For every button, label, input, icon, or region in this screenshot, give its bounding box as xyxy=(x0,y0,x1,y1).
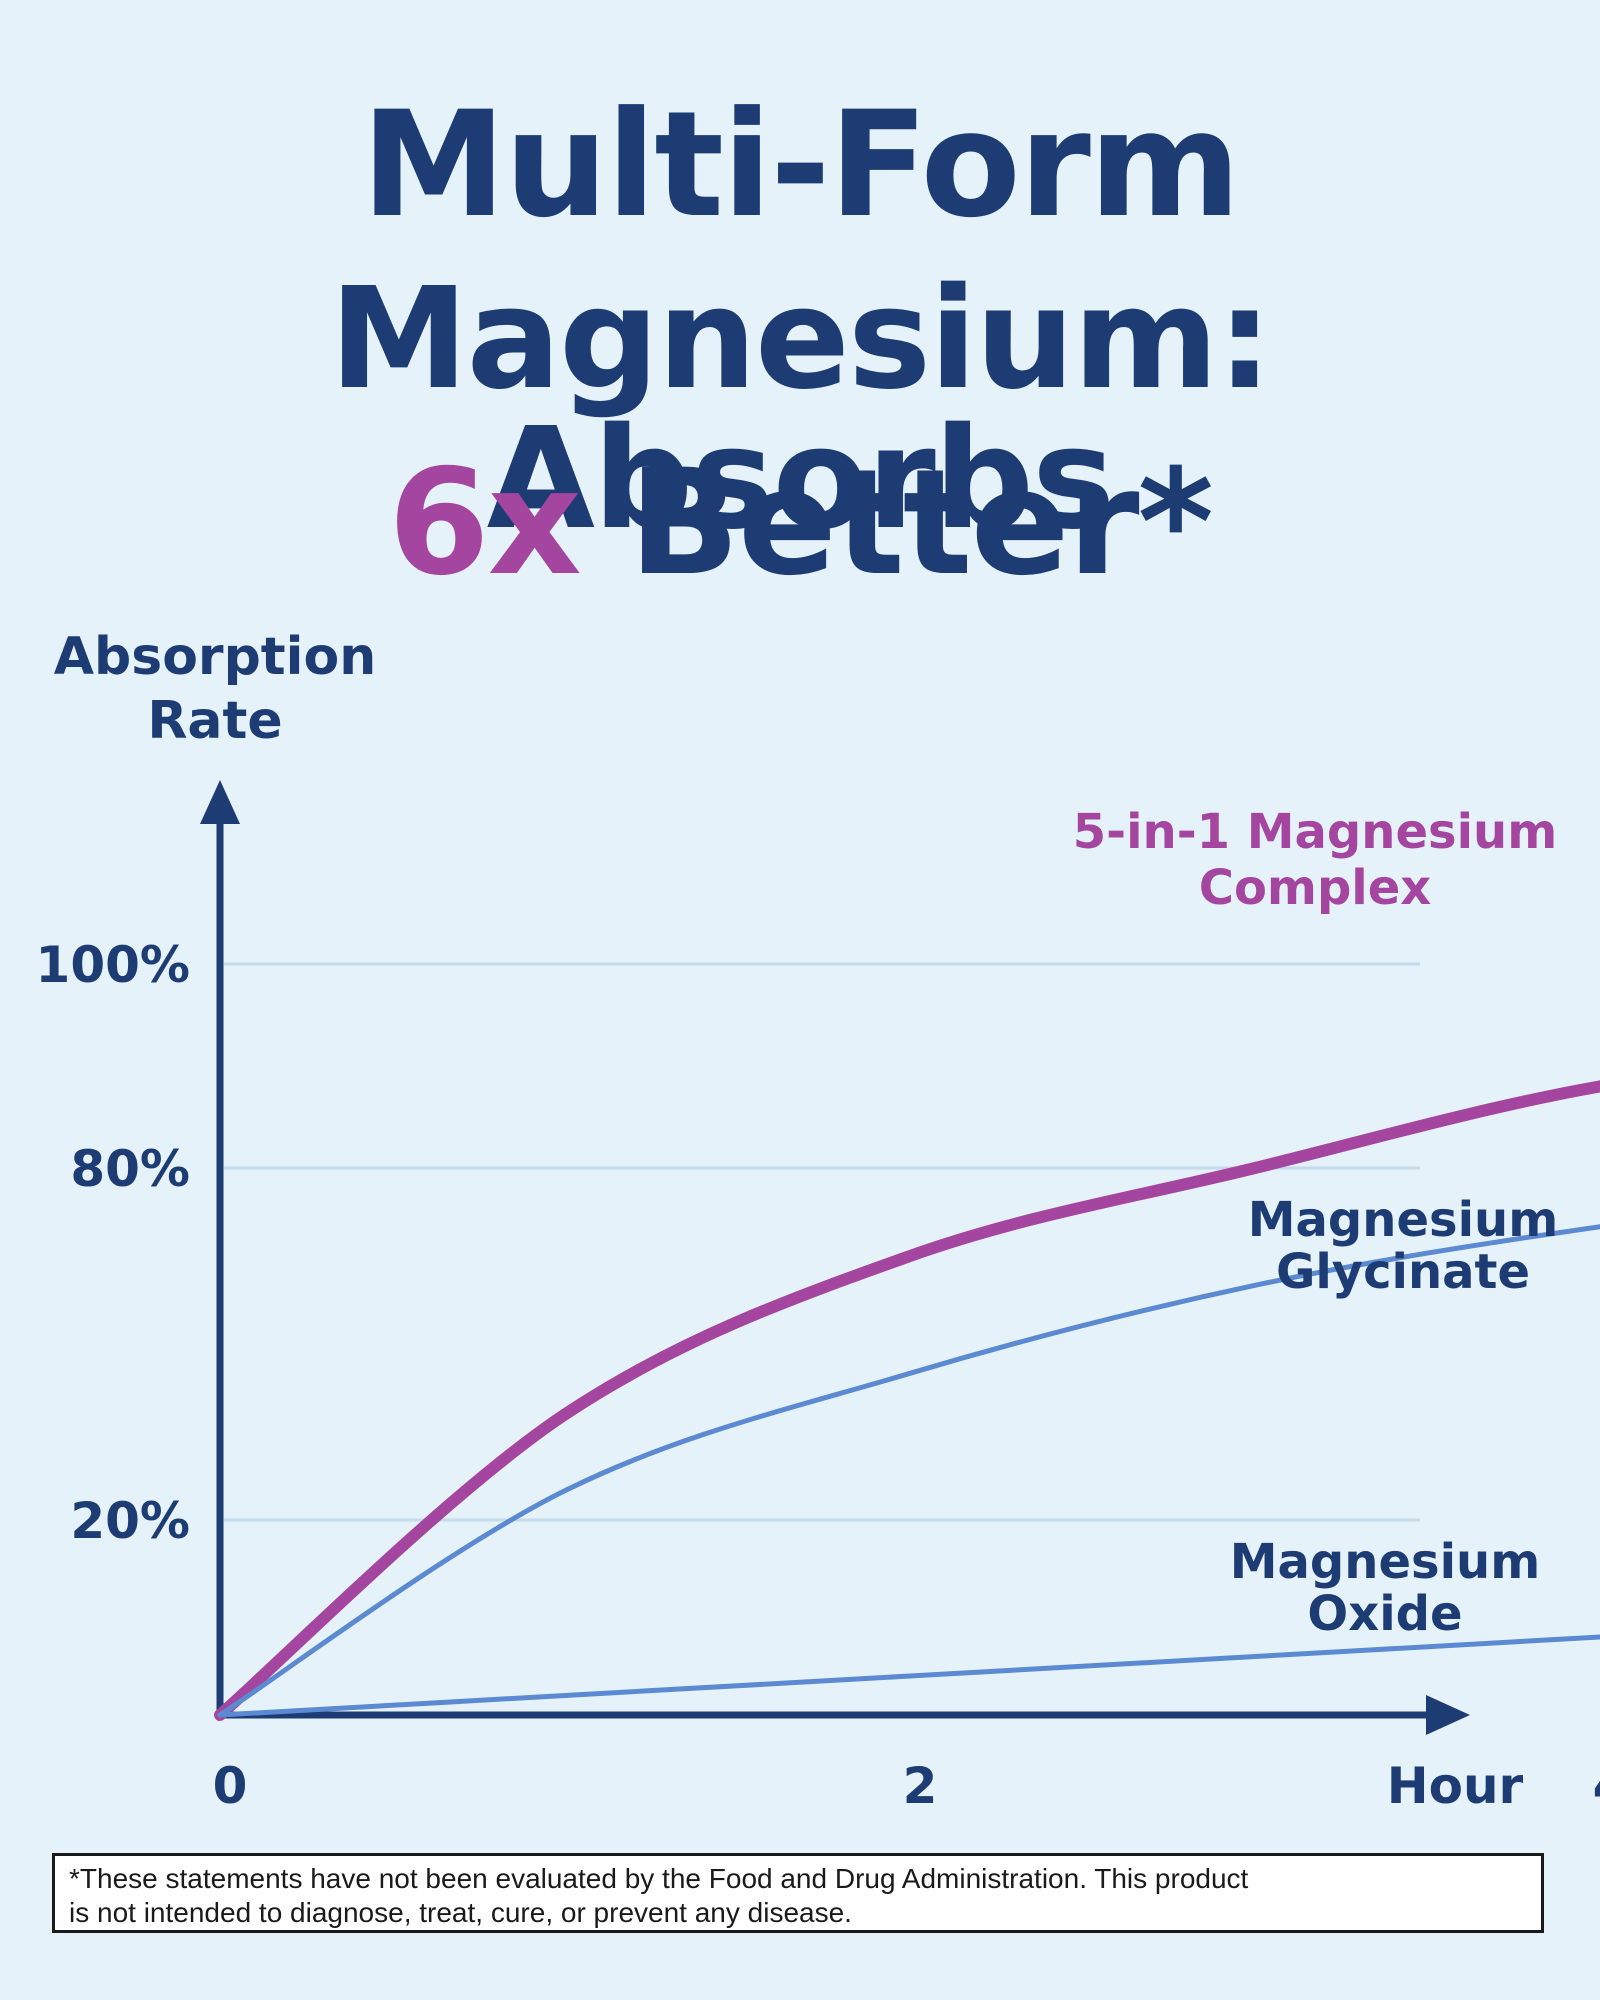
series-label-glycinate: Magnesium xyxy=(1248,1192,1558,1248)
series-label-complex: Complex xyxy=(1199,860,1432,916)
y-axis-arrowhead xyxy=(200,780,240,824)
series-label-oxide: Magnesium xyxy=(1230,1534,1540,1590)
y-tick-label: 20% xyxy=(70,1492,190,1550)
series-label-oxide: Oxide xyxy=(1307,1586,1462,1642)
title-accent: 6x xyxy=(388,438,582,608)
series-label-glycinate: Glycinate xyxy=(1276,1244,1530,1300)
disclaimer-line-2: is not intended to diagnose, treat, cure… xyxy=(69,1897,852,1928)
series-line-oxide xyxy=(217,1634,1600,1718)
y-tick-label: 100% xyxy=(36,936,190,994)
series-label-complex: 5-in-1 Magnesium xyxy=(1073,804,1557,860)
x-tick-label: 2 xyxy=(903,1757,938,1815)
title-line-1: Multi-Form xyxy=(361,80,1241,250)
x-tick-label: 0 xyxy=(213,1757,248,1815)
series-line-glycinate xyxy=(217,1224,1600,1718)
title-line-2: Magnesium: Absorbs xyxy=(329,258,1272,561)
disclaimer-box: *These statements have not been evaluate… xyxy=(52,1853,1544,1933)
series-line-complex xyxy=(214,1080,1600,1721)
x-axis-arrowhead xyxy=(1426,1695,1470,1735)
disclaimer-line-1: *These statements have not been evaluate… xyxy=(69,1863,1249,1894)
y-axis-title: Absorption Rate xyxy=(53,627,377,751)
title-line-3: 6x Better* xyxy=(0,450,1600,596)
title-line-3-rest: Better* xyxy=(579,438,1214,608)
absorption-chart: 20%80%100%0246Hour5-in-1 MagnesiumComple… xyxy=(36,780,1600,1815)
y-tick-label: 80% xyxy=(70,1140,190,1198)
x-axis-title: Hour xyxy=(1387,1757,1524,1815)
x-tick-label: 4 xyxy=(1593,1757,1600,1815)
